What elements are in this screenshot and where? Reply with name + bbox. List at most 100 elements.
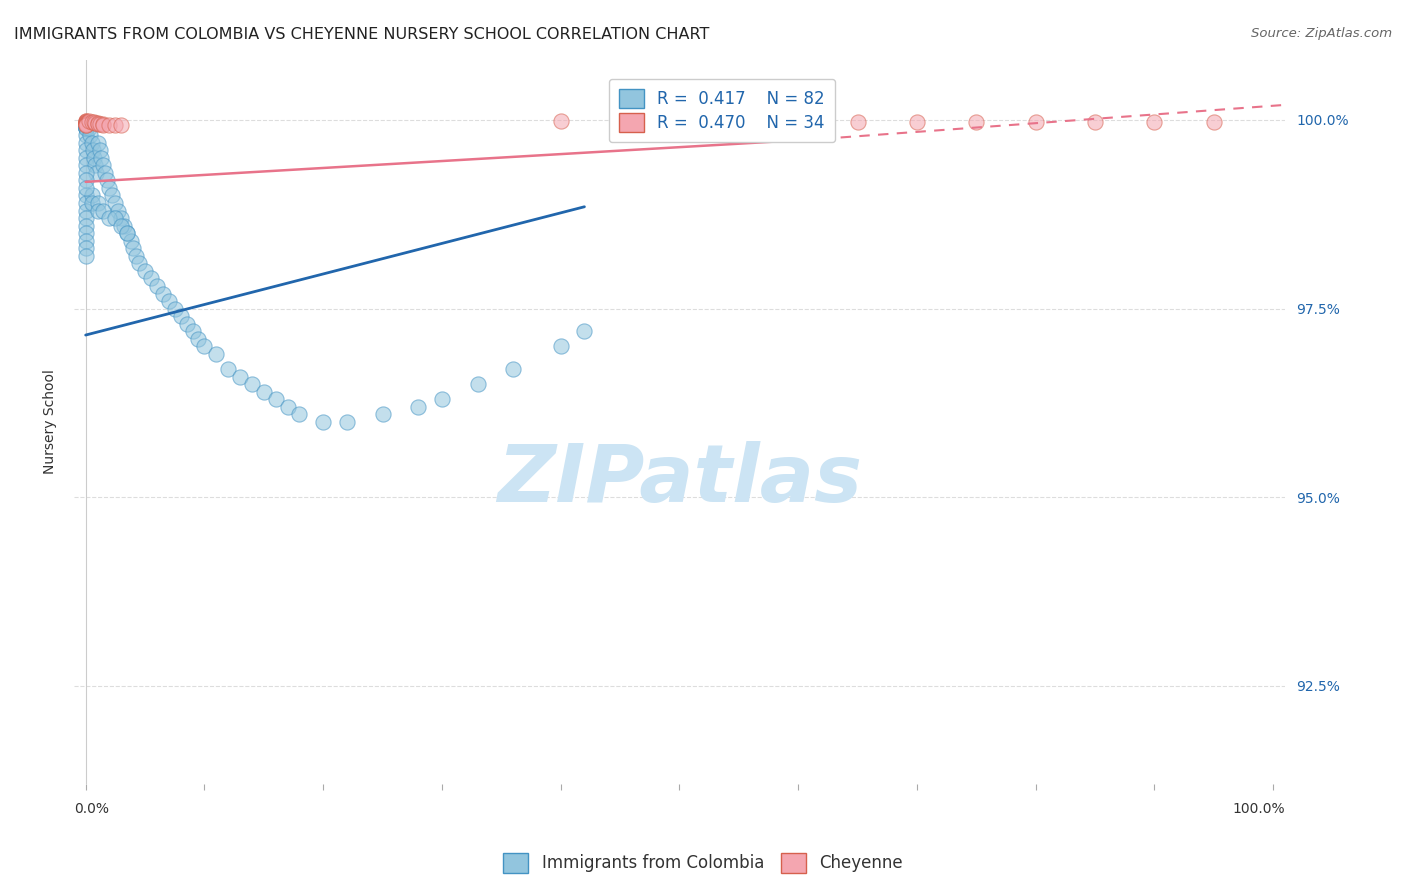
Text: IMMIGRANTS FROM COLOMBIA VS CHEYENNE NURSERY SCHOOL CORRELATION CHART: IMMIGRANTS FROM COLOMBIA VS CHEYENNE NUR… xyxy=(14,27,710,42)
Point xyxy=(104,118,127,132)
Point xyxy=(264,392,287,407)
Point xyxy=(75,115,97,129)
Point xyxy=(120,234,142,248)
Point xyxy=(80,196,103,211)
Point xyxy=(110,219,132,233)
Point xyxy=(253,384,276,399)
Point xyxy=(668,114,690,128)
Point xyxy=(98,211,121,225)
Point xyxy=(205,347,228,361)
Point xyxy=(84,116,107,130)
Point xyxy=(406,400,429,414)
Point xyxy=(157,294,180,309)
Point xyxy=(75,120,97,135)
Point xyxy=(75,143,97,157)
Point xyxy=(176,317,198,331)
Point xyxy=(79,128,101,142)
Point xyxy=(86,116,108,130)
Point xyxy=(83,115,105,129)
Point xyxy=(965,115,987,129)
Point xyxy=(75,116,97,130)
Legend: Immigrants from Colombia, Cheyenne: Immigrants from Colombia, Cheyenne xyxy=(496,847,910,880)
Point xyxy=(107,203,129,218)
Point xyxy=(312,415,335,429)
Point xyxy=(77,114,100,128)
Point xyxy=(93,117,115,131)
Point xyxy=(846,115,869,129)
Point xyxy=(82,143,104,157)
Point xyxy=(75,114,97,128)
Point xyxy=(89,143,111,157)
Text: Source: ZipAtlas.com: Source: ZipAtlas.com xyxy=(1251,27,1392,40)
Point xyxy=(193,339,215,353)
Point xyxy=(467,377,489,392)
Point xyxy=(1143,115,1166,129)
Point xyxy=(75,120,97,135)
Point xyxy=(1084,115,1107,129)
Point xyxy=(75,136,97,150)
Point xyxy=(75,116,97,130)
Point xyxy=(75,166,97,180)
Point xyxy=(787,115,810,129)
Point xyxy=(86,203,108,218)
Point xyxy=(146,279,169,293)
Point xyxy=(336,415,359,429)
Point xyxy=(90,151,112,165)
Text: ZIPatlas: ZIPatlas xyxy=(496,441,862,519)
Point xyxy=(75,128,97,142)
Point xyxy=(93,166,115,180)
Point xyxy=(75,196,97,211)
Point xyxy=(277,400,299,414)
Point xyxy=(75,158,97,172)
Point xyxy=(134,264,156,278)
Point xyxy=(139,271,162,285)
Point xyxy=(86,196,108,211)
Point xyxy=(609,114,631,128)
Point xyxy=(75,181,97,195)
Point xyxy=(905,115,928,129)
Point xyxy=(75,173,97,187)
Point xyxy=(75,234,97,248)
Point xyxy=(84,158,107,172)
Point xyxy=(75,249,97,263)
Point xyxy=(110,118,132,132)
Point xyxy=(163,301,186,316)
Point xyxy=(83,151,105,165)
Point xyxy=(550,339,572,353)
Point xyxy=(169,309,191,323)
Point xyxy=(75,120,97,135)
Point xyxy=(75,115,97,129)
Point xyxy=(75,118,97,132)
Point xyxy=(86,166,108,180)
Point xyxy=(112,219,135,233)
Point xyxy=(115,226,138,240)
Point xyxy=(96,173,118,187)
Point xyxy=(430,392,453,407)
Point xyxy=(574,324,596,338)
Point xyxy=(75,226,97,240)
Point xyxy=(115,226,138,240)
Point xyxy=(124,249,146,263)
Point xyxy=(93,203,115,218)
Point xyxy=(75,241,97,255)
Point xyxy=(1025,115,1047,129)
Point xyxy=(93,118,115,132)
Point xyxy=(122,241,145,255)
Point xyxy=(75,120,97,135)
Point xyxy=(217,362,239,376)
Point xyxy=(75,203,97,218)
Point xyxy=(288,407,311,421)
Point xyxy=(371,407,394,421)
Y-axis label: Nursery School: Nursery School xyxy=(44,369,58,475)
Point xyxy=(75,219,97,233)
Point xyxy=(1202,115,1225,129)
Point xyxy=(75,120,97,135)
Point xyxy=(75,114,97,128)
Point xyxy=(101,188,124,202)
Point xyxy=(104,196,127,211)
Point xyxy=(89,117,111,131)
Point xyxy=(80,136,103,150)
Point xyxy=(128,256,150,270)
Point xyxy=(77,120,100,135)
Point xyxy=(75,211,97,225)
